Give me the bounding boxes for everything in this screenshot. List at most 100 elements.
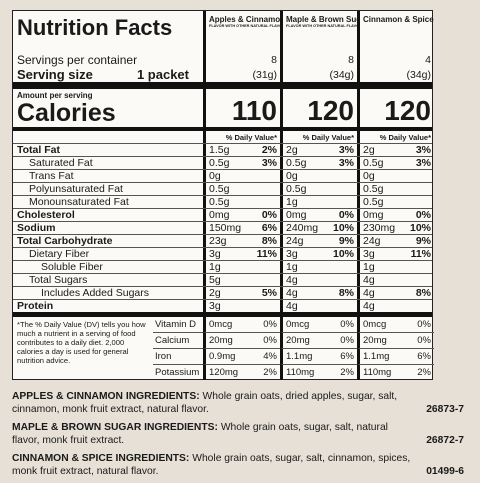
serving-size-amount: (34g) bbox=[329, 68, 354, 81]
nutrient-label: Cholesterol bbox=[17, 209, 75, 221]
amount: 0g bbox=[363, 170, 375, 182]
daily-value: 3% bbox=[261, 157, 277, 169]
daily-value: 9% bbox=[338, 235, 354, 247]
dv-header: % Daily Value* bbox=[302, 132, 354, 142]
product-name: Cinnamon & Spice bbox=[363, 15, 434, 24]
product-name: Apples & Cinnamon bbox=[209, 15, 280, 24]
amount: 20mg bbox=[363, 335, 387, 346]
daily-value: 0% bbox=[417, 335, 431, 346]
daily-value: 2% bbox=[340, 367, 354, 378]
product-header: Maple & Brown SugarFLAVOR WITH OTHER NAT… bbox=[280, 11, 357, 53]
amount: 0g bbox=[209, 170, 221, 182]
calories-cell: 120 bbox=[280, 89, 357, 127]
nutrient-cell: 0g bbox=[203, 170, 280, 182]
calories-caption: Amount per serving bbox=[17, 91, 93, 100]
nutrient-cell: 0mg 0% bbox=[203, 209, 280, 221]
daily-value: 6% bbox=[261, 222, 277, 234]
amount: 4g bbox=[363, 287, 375, 299]
daily-value: 9% bbox=[415, 235, 431, 247]
vitamin-cell: 1.1mg 6% bbox=[280, 348, 357, 364]
nutrient-cell: 150mg 6% bbox=[203, 222, 280, 234]
ingredient-text: Whole grain oats, sugar, salt, natural f… bbox=[12, 422, 388, 446]
nutrient-row: Cholesterol 0mg 0% 0mg 0% 0mg 0% bbox=[13, 208, 432, 221]
nutrient-cell: 0.5g 3% bbox=[280, 157, 357, 169]
calories-cell: 120 bbox=[357, 89, 434, 127]
nutrient-cell: 4g bbox=[280, 300, 357, 312]
amount: 1.1mg bbox=[363, 351, 390, 362]
header-row: Nutrition Facts Apples & Cinnamon FLAVOR W… bbox=[13, 11, 434, 53]
nutrient-label: Dietary Fiber bbox=[29, 248, 90, 260]
nutrient-cell: 1g bbox=[280, 196, 357, 208]
daily-value: 8% bbox=[338, 287, 354, 299]
calories-value: 110 bbox=[231, 95, 277, 126]
nutrient-row: Monounsaturated Fat 0.5g 1g 0.5g bbox=[13, 195, 432, 208]
product-header: Apples & Cinnamon FLAVOR WITH OTHER NATUR… bbox=[203, 11, 280, 53]
nutrient-label: Trans Fat bbox=[29, 170, 74, 182]
serving-size-amount: (31g) bbox=[252, 68, 277, 81]
nutrient-cell: 5g bbox=[203, 274, 280, 286]
daily-value: 3% bbox=[338, 157, 354, 169]
amount: 0.5g bbox=[209, 183, 230, 195]
amount: 1g bbox=[209, 261, 221, 273]
nutrient-cell: 0.5g bbox=[280, 183, 357, 195]
amount: 20mg bbox=[286, 335, 310, 346]
vitamin-cell: 110mg 2% bbox=[357, 364, 434, 380]
nutrient-cell: 0g bbox=[280, 170, 357, 182]
daily-value: 0% bbox=[417, 319, 431, 330]
nutrient-cell: 1g bbox=[357, 261, 434, 273]
nutrition-label: Nutrition Facts Apples & Cinnamon FLAVOR W… bbox=[12, 10, 434, 380]
vitamin-cell: 120mg 2% bbox=[203, 364, 280, 380]
vitamin-cell: 0.9mg 4% bbox=[203, 348, 280, 364]
daily-value: 0% bbox=[340, 319, 354, 330]
ingredient-title: MAPLE & BROWN SUGAR INGREDIENTS: bbox=[12, 422, 218, 433]
daily-value: 8% bbox=[261, 235, 277, 247]
servings-value: 4 bbox=[425, 54, 431, 66]
calories-label: Calories bbox=[17, 99, 116, 127]
nutrient-cell: 0.5g 3% bbox=[357, 157, 434, 169]
serving-size-cell: (31g) bbox=[203, 67, 280, 82]
amount: 4g bbox=[286, 274, 298, 286]
daily-value: 2% bbox=[417, 367, 431, 378]
nutrient-label: Total Carbohydrate bbox=[17, 235, 113, 247]
amount: 0.5g bbox=[286, 157, 307, 169]
serving-size-label: Serving size bbox=[17, 67, 93, 82]
dv-header-cell: % Daily Value* bbox=[203, 131, 280, 143]
nutrient-cell: 3g 11% bbox=[203, 248, 280, 260]
product-code: 01499-6 bbox=[426, 466, 464, 477]
amount: 1g bbox=[286, 196, 298, 208]
nutrient-label: Soluble Fiber bbox=[41, 261, 103, 273]
dv-header: % Daily Value* bbox=[379, 132, 431, 142]
blank bbox=[13, 131, 203, 143]
daily-value: 0% bbox=[261, 209, 277, 221]
nutrient-cell: 240mg 10% bbox=[280, 222, 357, 234]
nutrient-cell: 0.5g 3% bbox=[203, 157, 280, 169]
vitamin-cell: 110mg 2% bbox=[280, 364, 357, 380]
amount: 23g bbox=[209, 235, 227, 247]
daily-value: 8% bbox=[415, 287, 431, 299]
amount: 2g bbox=[286, 144, 298, 156]
nutrient-cell: 3g 11% bbox=[357, 248, 434, 260]
vitamin-cell: 20mg 0% bbox=[280, 332, 357, 348]
servings-cell: 4 bbox=[357, 53, 434, 67]
amount: 0mg bbox=[209, 209, 230, 221]
amount: 0.9mg bbox=[209, 351, 236, 362]
vitamin-cell: 20mg 0% bbox=[357, 332, 434, 348]
amount: 4g bbox=[363, 300, 375, 312]
nutrient-cell: 23g 8% bbox=[203, 235, 280, 247]
amount: 2g bbox=[363, 144, 375, 156]
amount: 24g bbox=[286, 235, 304, 247]
amount: 3g bbox=[363, 248, 375, 260]
nutrient-cell: 3g 10% bbox=[280, 248, 357, 260]
amount: 2g bbox=[209, 287, 221, 299]
daily-value: 11% bbox=[410, 248, 431, 260]
amount: 110mg bbox=[363, 367, 392, 378]
amount: 0.5g bbox=[209, 157, 230, 169]
amount: 3g bbox=[286, 248, 298, 260]
nutrient-cell: 2g 3% bbox=[357, 144, 434, 156]
dv-header: % Daily Value* bbox=[225, 132, 277, 142]
nutrient-row: Trans Fat 0g 0g 0g bbox=[13, 169, 432, 182]
amount: 20mg bbox=[209, 335, 233, 346]
amount: 0mcg bbox=[363, 319, 387, 330]
nutrient-label: Total Sugars bbox=[29, 274, 88, 286]
